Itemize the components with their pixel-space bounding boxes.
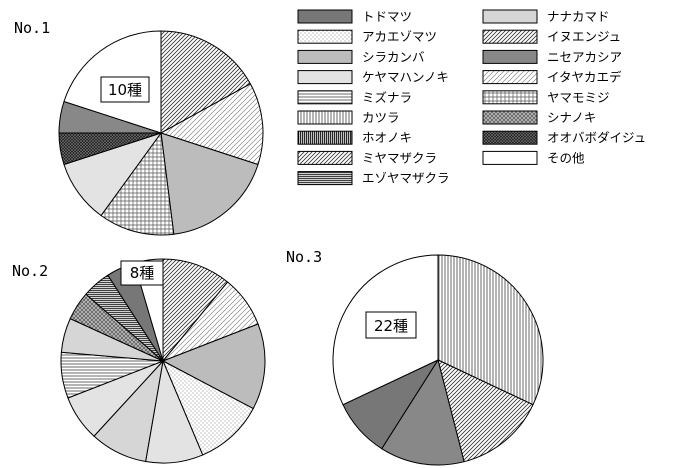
legend-label-1: アカエゾマツ [362, 29, 437, 44]
legend-label-3: ケヤマハンノキ [362, 70, 449, 85]
species-count-no3-text: 22種 [374, 317, 408, 335]
species-count-no3: 22種 [365, 311, 417, 339]
legend-label-5: カツラ [362, 110, 400, 125]
pies-group [58, 30, 544, 466]
legend-item-16: その他 [482, 150, 585, 165]
legend-swatch-4 [297, 90, 353, 105]
legend-item-5: カツラ [297, 110, 400, 125]
legend-swatch-2 [297, 49, 353, 64]
species-count-no1: 10種 [100, 76, 150, 103]
pie-title-no3: No.3 [286, 248, 322, 266]
legend: トドマツアカエゾマツシラカンバケヤマハンノキミズナラカツラホオノキミヤマザクラエ… [297, 9, 646, 186]
pie-3 [332, 254, 544, 466]
legend-swatch-8 [297, 171, 353, 186]
legend-item-2: シラカンバ [297, 49, 425, 64]
legend-item-10: イヌエンジュ [482, 29, 621, 44]
legend-label-16: その他 [547, 150, 585, 165]
legend-item-15: オオバボダイジュ [482, 130, 646, 145]
legend-swatch-13 [482, 90, 538, 105]
legend-label-14: シナノキ [547, 110, 596, 125]
legend-item-13: ヤマモミジ [482, 90, 610, 105]
legend-item-4: ミズナラ [297, 90, 412, 105]
legend-swatch-6 [297, 130, 353, 145]
legend-item-14: シナノキ [482, 110, 596, 125]
species-count-no1-text: 10種 [108, 81, 142, 99]
pie-1 [58, 30, 264, 236]
pie-title-no2: No.2 [12, 262, 48, 280]
legend-label-8: エゾヤマザクラ [362, 171, 450, 186]
legend-item-8: エゾヤマザクラ [297, 171, 450, 186]
pie-1-slice-2 [160, 132, 259, 235]
legend-item-12: イタヤカエデ [482, 70, 622, 85]
pie-2-slice-2 [161, 323, 266, 410]
legend-item-3: ケヤマハンノキ [297, 70, 449, 85]
legend-label-12: イタヤカエデ [547, 70, 622, 85]
legend-label-7: ミヤマザクラ [362, 150, 437, 165]
legend-swatch-14 [482, 110, 538, 125]
legend-item-7: ミヤマザクラ [297, 150, 437, 165]
legend-swatch-12 [482, 70, 538, 85]
legend-label-13: ヤマモミジ [547, 90, 610, 105]
legend-label-6: ホオノキ [362, 130, 412, 145]
legend-swatch-16 [482, 150, 538, 165]
legend-item-9: ナナカマド [482, 9, 610, 24]
legend-label-10: イヌエンジュ [547, 29, 621, 44]
legend-label-0: トドマツ [362, 9, 412, 24]
pie-1-slice-1 [159, 83, 264, 166]
species-count-no2: 8種 [120, 260, 164, 286]
legend-swatch-1 [297, 29, 353, 44]
pie-1-slice-3 [100, 131, 175, 236]
legend-item-1: アカエゾマツ [297, 29, 437, 44]
pie-1-slice-0 [160, 30, 252, 134]
legend-swatch-5 [297, 110, 353, 125]
legend-swatch-0 [297, 9, 353, 24]
legend-label-4: ミズナラ [362, 90, 412, 105]
pie-2-slice-0 [162, 258, 229, 363]
pie-2 [60, 258, 266, 464]
legend-item-6: ホオノキ [297, 130, 412, 145]
pie-2-slice-3 [161, 359, 254, 456]
legend-label-11: ニセアカシア [547, 49, 622, 64]
legend-swatch-11 [482, 49, 538, 64]
legend-swatch-15 [482, 130, 538, 145]
legend-label-2: シラカンバ [362, 49, 425, 64]
legend-swatch-7 [297, 150, 353, 165]
legend-item-11: ニセアカシア [482, 49, 622, 64]
species-count-no2-text: 8種 [130, 264, 155, 282]
pie-3-slice-0 [437, 254, 544, 406]
pie-3-slice-1 [437, 359, 534, 463]
legend-item-0: トドマツ [297, 9, 412, 24]
legend-swatch-9 [482, 9, 538, 24]
legend-swatch-3 [297, 70, 353, 85]
legend-label-15: オオバボダイジュ [547, 130, 646, 145]
legend-label-9: ナナカマド [547, 9, 610, 24]
pie-title-no1: No.1 [14, 19, 50, 37]
pie-3-slice-2 [381, 358, 465, 466]
legend-swatch-10 [482, 29, 538, 44]
